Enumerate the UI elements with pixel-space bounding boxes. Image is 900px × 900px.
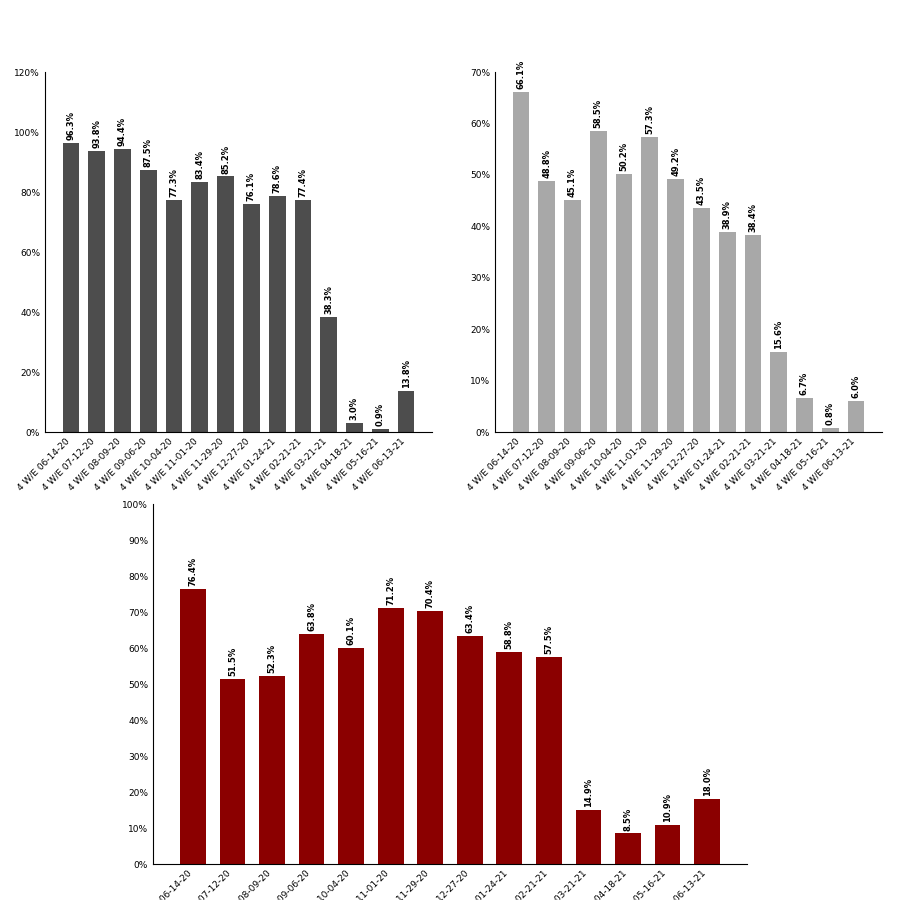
Bar — [590, 131, 607, 432]
Text: 63.8%: 63.8% — [307, 602, 316, 632]
Bar — [294, 200, 311, 432]
Bar — [299, 634, 324, 864]
Text: 87.5%: 87.5% — [144, 138, 153, 166]
Text: 85.2%: 85.2% — [221, 144, 230, 174]
Text: 70.4%: 70.4% — [426, 579, 435, 608]
Bar — [616, 833, 641, 864]
Legend: Health & Beauty: Health & Beauty — [629, 636, 748, 649]
Bar — [848, 401, 864, 432]
Bar — [538, 181, 555, 432]
Legend: Food & Beverage: Food & Beverage — [177, 636, 300, 649]
Bar — [398, 391, 414, 432]
Text: 77.4%: 77.4% — [299, 168, 308, 197]
Bar — [642, 138, 658, 432]
Text: 50.2%: 50.2% — [619, 142, 628, 171]
Bar — [576, 810, 601, 864]
Bar — [192, 182, 208, 432]
Bar — [243, 203, 260, 432]
Text: 83.4%: 83.4% — [195, 150, 204, 179]
Text: 60.1%: 60.1% — [346, 616, 356, 644]
Text: 14.9%: 14.9% — [584, 778, 593, 807]
Text: 18.0%: 18.0% — [703, 768, 712, 796]
Text: 10.9%: 10.9% — [663, 793, 672, 822]
Bar — [616, 174, 633, 432]
Bar — [372, 429, 389, 432]
Text: 58.5%: 58.5% — [594, 99, 603, 129]
Bar — [744, 235, 761, 432]
Text: 3.0%: 3.0% — [350, 397, 359, 420]
Bar — [269, 196, 285, 432]
Text: 38.3%: 38.3% — [324, 285, 333, 314]
Bar — [114, 148, 130, 432]
Text: 38.4%: 38.4% — [749, 202, 758, 231]
Bar — [497, 652, 522, 864]
Text: 48.8%: 48.8% — [542, 149, 551, 178]
Bar — [457, 635, 482, 864]
Text: 6.7%: 6.7% — [800, 372, 809, 395]
Bar — [220, 679, 246, 864]
Bar — [822, 428, 839, 432]
Bar — [536, 657, 562, 864]
Bar — [63, 143, 79, 432]
Bar — [378, 608, 403, 864]
Text: 6.0%: 6.0% — [851, 375, 860, 399]
Bar — [693, 208, 710, 432]
Text: 94.4%: 94.4% — [118, 117, 127, 146]
Text: 43.5%: 43.5% — [697, 176, 706, 205]
Bar — [346, 423, 363, 432]
Text: 0.8%: 0.8% — [826, 402, 835, 425]
Text: 66.1%: 66.1% — [517, 60, 526, 89]
Bar — [513, 92, 529, 432]
Bar — [564, 200, 580, 432]
Bar — [654, 824, 680, 864]
Text: 57.5%: 57.5% — [544, 625, 554, 654]
Bar — [418, 610, 443, 864]
Text: 51.5%: 51.5% — [228, 646, 237, 676]
Bar — [320, 317, 338, 432]
Bar — [259, 676, 284, 864]
Text: 78.6%: 78.6% — [273, 165, 282, 194]
Bar — [88, 150, 105, 432]
Text: 38.9%: 38.9% — [723, 200, 732, 230]
Text: 93.8%: 93.8% — [92, 119, 101, 148]
Bar — [667, 179, 684, 432]
Text: 76.1%: 76.1% — [247, 172, 256, 201]
Bar — [796, 398, 813, 432]
Text: 8.5%: 8.5% — [624, 807, 633, 831]
Text: 0.9%: 0.9% — [376, 403, 385, 427]
Bar — [719, 232, 735, 432]
Text: 15.6%: 15.6% — [774, 320, 783, 349]
Text: 45.1%: 45.1% — [568, 168, 577, 197]
Bar — [338, 648, 364, 864]
Text: 58.8%: 58.8% — [505, 620, 514, 650]
Text: 96.3%: 96.3% — [67, 112, 76, 140]
Text: 63.4%: 63.4% — [465, 604, 474, 633]
Bar — [770, 352, 788, 432]
Text: 71.2%: 71.2% — [386, 576, 395, 605]
Bar — [180, 589, 206, 864]
Text: 77.3%: 77.3% — [169, 168, 178, 197]
Text: 13.8%: 13.8% — [401, 359, 410, 388]
Bar — [694, 799, 720, 864]
Text: 76.4%: 76.4% — [188, 557, 197, 586]
Bar — [166, 200, 183, 432]
Bar — [217, 176, 234, 432]
Text: 57.3%: 57.3% — [645, 105, 654, 134]
Text: 52.3%: 52.3% — [267, 644, 276, 673]
Text: 49.2%: 49.2% — [671, 147, 680, 176]
Bar — [140, 169, 157, 432]
